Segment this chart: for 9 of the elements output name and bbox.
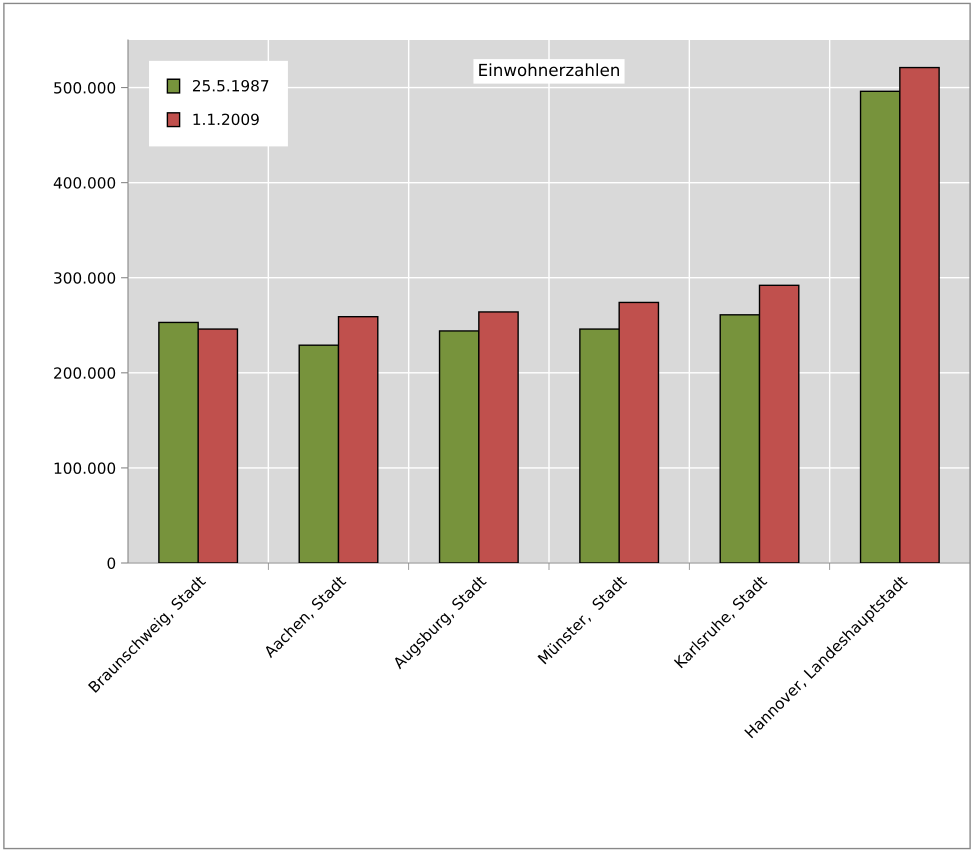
y-tick-label: 300.000 — [54, 272, 116, 284]
legend-label: 1.1.2009 — [194, 114, 259, 126]
text: Einwohnerzahlen — [479, 63, 619, 76]
y-tick-label: 0 — [107, 557, 116, 570]
y-tick-label: 100.000 — [54, 462, 116, 474]
y-tick-label: 200.000 — [54, 367, 116, 379]
y-tick-label: 500.000 — [54, 82, 116, 94]
y-tick-label: 400.000 — [54, 177, 116, 189]
legend-label: 25.5.1987 — [192, 80, 268, 92]
